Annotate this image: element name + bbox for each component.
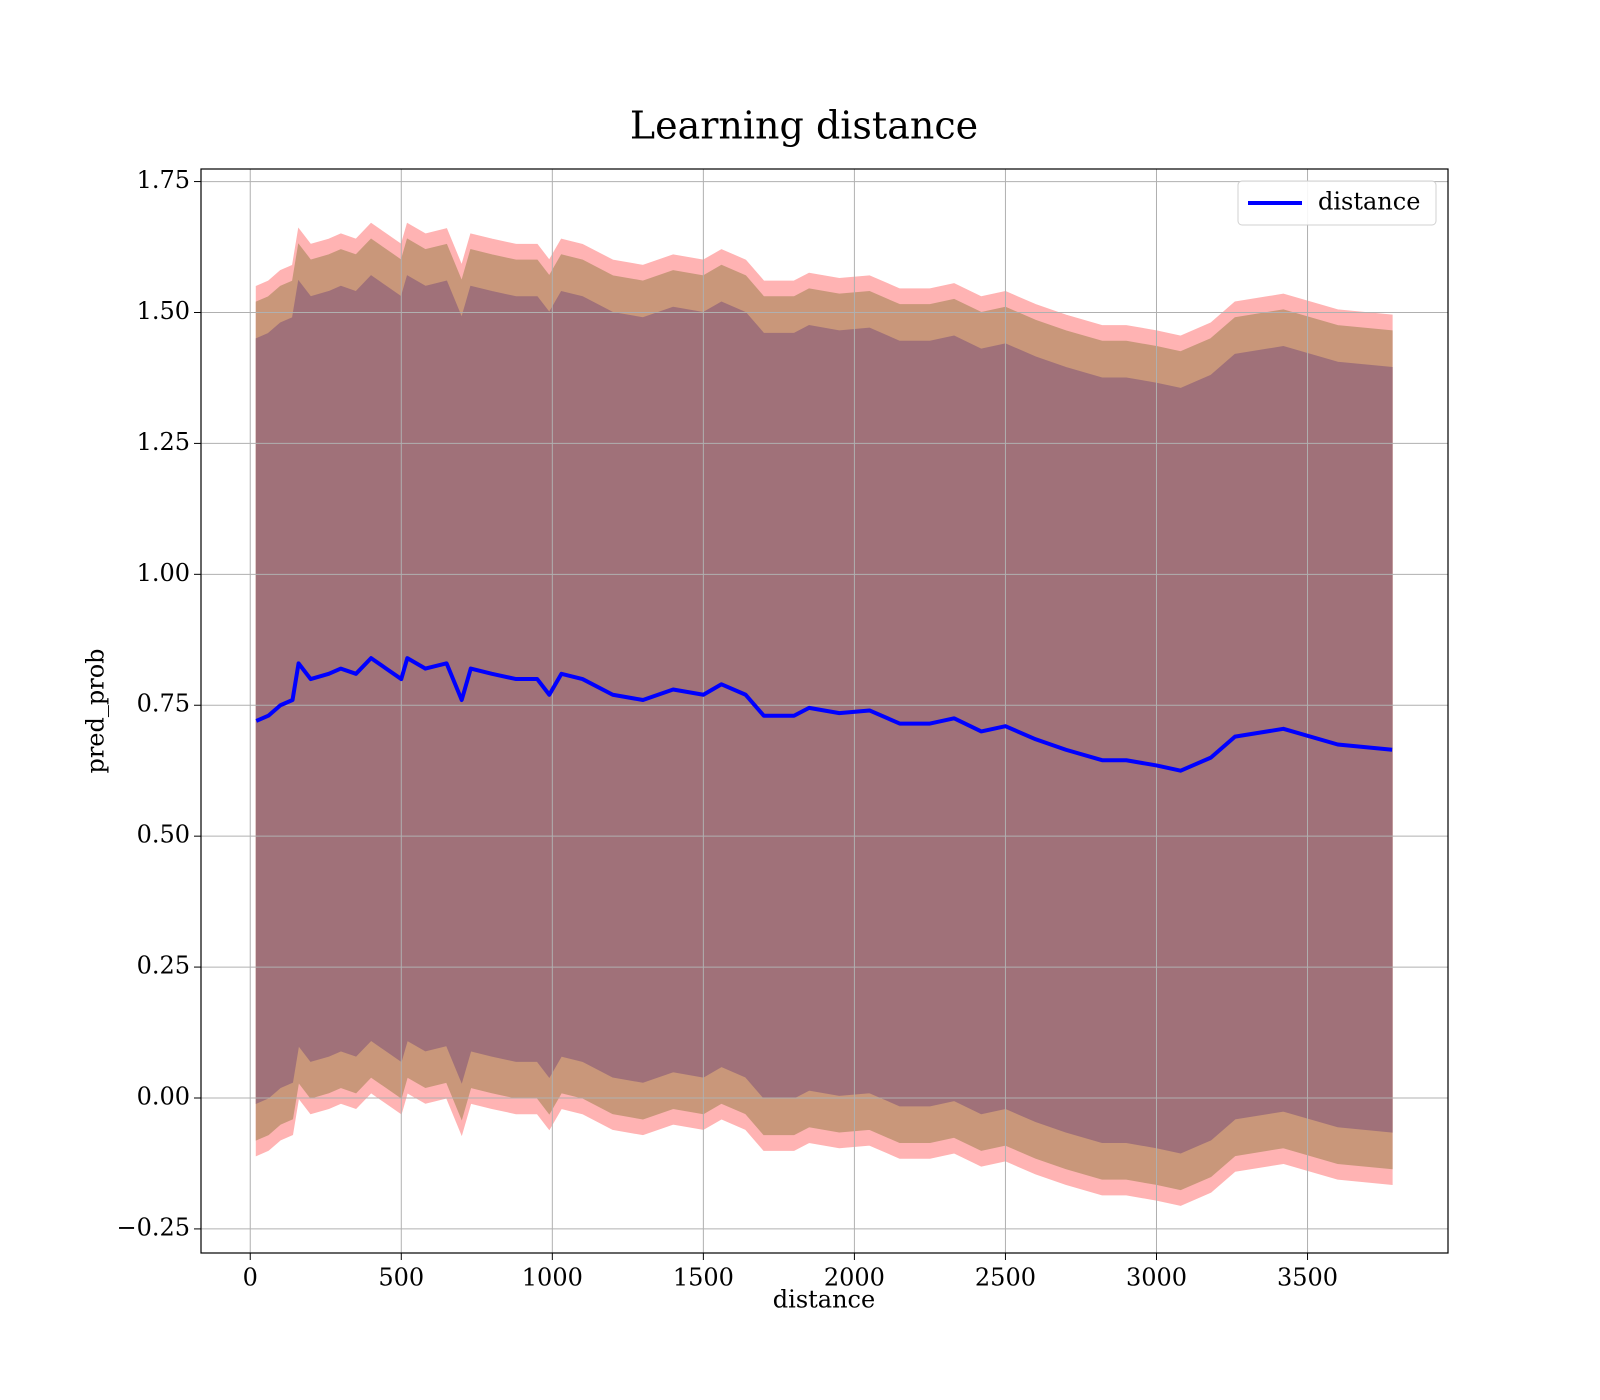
x-tick-label: 1000 <box>522 1264 583 1292</box>
x-tick-label: 2000 <box>824 1264 885 1292</box>
y-tick-label: 1.25 <box>137 428 190 456</box>
x-tick-label: 2500 <box>975 1264 1036 1292</box>
band <box>255 275 1393 1154</box>
y-tick-label: 1.75 <box>137 166 190 194</box>
y-tick-label: 1.00 <box>137 559 190 587</box>
chart-title: Learning distance <box>630 104 978 148</box>
x-axis-label: distance <box>773 1286 875 1314</box>
line <box>255 656 1393 773</box>
y-axis-label: pred_prob <box>82 648 110 773</box>
y-tick-label: 0.75 <box>137 690 190 718</box>
x-tick-label: 3500 <box>1277 1264 1338 1292</box>
y-tick-label: 0.00 <box>137 1082 190 1110</box>
x-tick-label: 3000 <box>1126 1264 1187 1292</box>
x-tick-label: 1500 <box>673 1264 734 1292</box>
x-tick-label: 500 <box>378 1264 424 1292</box>
y-tick-label: 0.50 <box>137 821 190 849</box>
y-tick-label: 0.25 <box>137 952 190 980</box>
y-tick-label: −0.25 <box>116 1213 190 1241</box>
plot-frame <box>200 168 1449 1254</box>
x-tick-label: 0 <box>243 1264 258 1292</box>
legend-box <box>1237 180 1437 226</box>
y-tick-label: 1.50 <box>137 297 190 325</box>
legend-label: distance <box>1318 188 1420 216</box>
